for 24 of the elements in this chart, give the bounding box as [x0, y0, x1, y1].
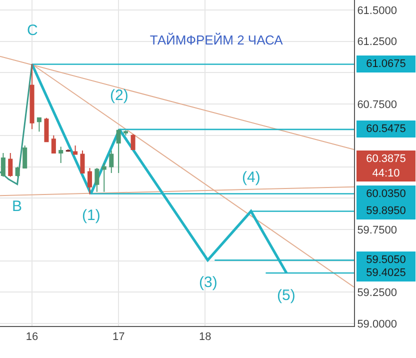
text: ТАЙМФРЕЙМ 2 ЧАСА: [150, 32, 284, 48]
x-tick-label: 18: [199, 331, 212, 344]
annotation: B: [12, 198, 22, 215]
x-tick-label: 16: [26, 331, 38, 344]
annotation: C: [27, 22, 38, 39]
y-tick-label: 59.7500: [357, 224, 397, 236]
annotation: (5): [277, 287, 296, 304]
annotation: 60.5475: [366, 123, 406, 135]
annotation: (2): [110, 87, 128, 104]
annotation: 60.3875 44:10: [366, 153, 406, 180]
y-tick-label: 61.5000: [357, 4, 397, 17]
annotation: 61.0675: [366, 58, 406, 70]
y-tick-label: 60.7500: [357, 98, 397, 111]
y-tick-label: 59.0000: [357, 318, 397, 330]
annotation: 60.0350: [366, 188, 406, 200]
annotation: (4): [242, 169, 260, 186]
x-tick-label: 17: [112, 331, 125, 344]
y-tick-label: 59.2500: [357, 287, 397, 299]
annotation: 59.5050: [366, 254, 406, 266]
annotation: 59.8950: [366, 205, 406, 217]
y-tick-label: 61.2500: [357, 36, 397, 48]
annotation: 59.4025: [366, 267, 406, 279]
annotation: (1): [82, 207, 100, 224]
annotation: (3): [199, 274, 218, 291]
